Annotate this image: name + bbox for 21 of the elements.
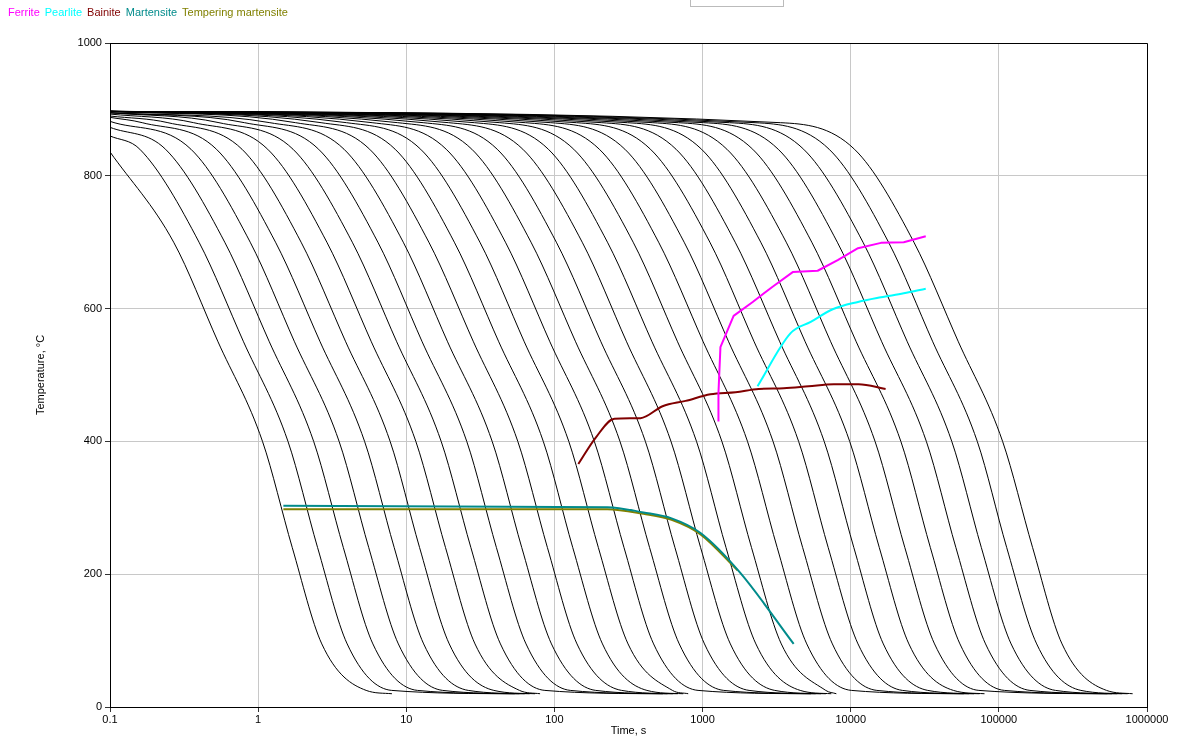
text: Ferrite	[8, 6, 40, 18]
text: Tempering martensite	[182, 6, 288, 18]
x-tick-label: 1000	[690, 712, 715, 725]
x-tick-label: 1	[255, 712, 262, 725]
y-tick-label: 800	[83, 168, 102, 181]
x-tick-label: 100000	[980, 712, 1018, 725]
x-axis-title: Time, s	[610, 724, 647, 737]
x-tick-label: 1000000	[1125, 712, 1169, 725]
text: Martensite	[125, 6, 178, 18]
x-tick-label: 100	[545, 712, 564, 725]
y-tick-label: 400	[83, 434, 102, 447]
y-tick-label: 600	[83, 301, 102, 314]
y-axis-title: Temperature, °C	[33, 334, 46, 416]
x-tick-label: 0.1	[102, 712, 118, 725]
y-tick-label: 1000	[77, 36, 102, 49]
y-tick-label: 200	[83, 567, 102, 580]
y-tick-label: 0	[95, 700, 102, 713]
text: Pearlite	[44, 6, 83, 18]
x-tick-label: 10	[400, 712, 413, 725]
text: Bainite	[87, 6, 121, 18]
x-tick-label: 10000	[835, 712, 867, 725]
